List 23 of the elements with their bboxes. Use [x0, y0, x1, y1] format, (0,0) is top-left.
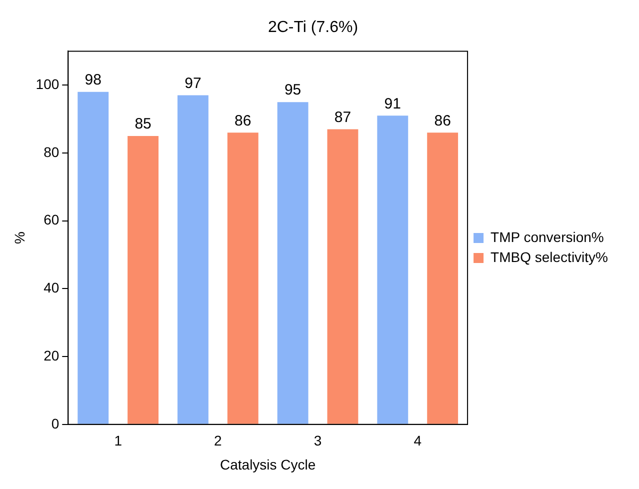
data-label: 87: [334, 108, 352, 126]
chart-title: 2C-Ti (7.6%): [268, 19, 358, 36]
data-label: 98: [84, 72, 102, 89]
x-axis-title: Catalysis Cycle: [220, 456, 316, 472]
x-tick-label: 2: [214, 432, 222, 449]
data-label: 85: [134, 116, 152, 133]
legend-label: TMP conversion%: [490, 228, 604, 245]
y-tick-label: 80: [44, 144, 60, 160]
x-tick-label: 4: [414, 432, 422, 449]
data-label: 97: [184, 74, 202, 92]
data-label: 86: [234, 112, 252, 130]
data-label: 95: [284, 82, 302, 99]
data-label: 86: [434, 112, 451, 130]
legend-label: TMBQ selectivity%: [490, 248, 608, 265]
y-tick-label: 60: [44, 212, 60, 228]
y-tick-label: 100: [36, 76, 60, 92]
y-tick-label: 0: [51, 415, 60, 432]
y-tick-label: 20: [44, 347, 60, 364]
x-tick-label: 1: [114, 432, 122, 449]
y-axis-title: %: [11, 232, 28, 244]
x-tick-label: 3: [314, 432, 322, 449]
data-label: 91: [384, 95, 401, 112]
y-tick-label: 40: [44, 280, 60, 296]
